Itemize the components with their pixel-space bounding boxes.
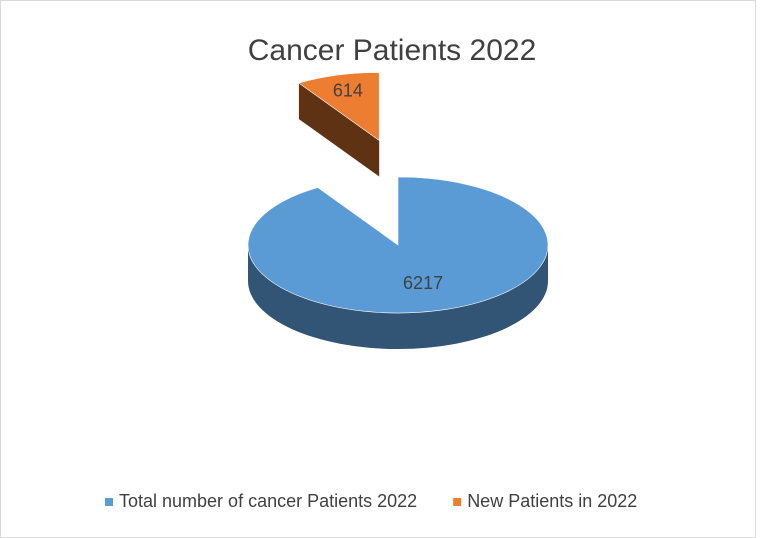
data-label: 614 [333,80,363,100]
slice-side [248,245,548,349]
slice-top [298,72,380,142]
legend: Total number of cancer Patients 2022 New … [105,491,637,511]
legend-swatch [105,498,113,506]
pie-slice [247,176,549,349]
legend-label: Total number of cancer Patients 2022 [119,491,417,511]
chart-title: Cancer Patients 2022 [248,34,537,67]
slice-wall [298,83,380,177]
pie-slice [298,72,380,177]
slice-top [247,176,549,314]
legend-swatch [453,498,462,506]
legend-label: New Patients in 2022 [467,491,637,511]
data-label: 6217 [403,273,443,293]
